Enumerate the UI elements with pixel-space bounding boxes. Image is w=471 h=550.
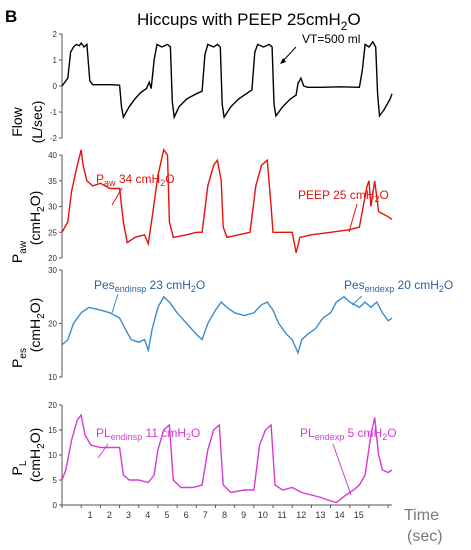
pl-ylabel: PL <box>9 460 29 475</box>
flow-panel: Flow (L/sec) -2 -1 0 1 2 VT=500 ml <box>9 30 393 144</box>
x-tick-label: 13 <box>315 510 325 520</box>
paw-y-axis: 20 25 30 35 40 <box>48 151 63 263</box>
pl-arrow-endinsp <box>97 443 109 459</box>
x-tick-label: 1 <box>88 510 93 520</box>
paw-panel: Paw (cmH2O) 20 25 30 35 40 Paw 34 cmH2O PEEP… <box>9 148 393 263</box>
pl-y-tick-label: 0 <box>53 501 58 510</box>
pes-y-tick-label: 30 <box>48 266 57 275</box>
pl-y-tick-label: 15 <box>48 426 57 435</box>
x-tick-label: 15 <box>354 510 364 520</box>
paw-y-tick-label: 30 <box>48 203 57 212</box>
paw-y-tick-label: 40 <box>48 151 57 160</box>
paw-y-tick-label: 35 <box>48 177 57 186</box>
flow-y-tick-label: 0 <box>53 82 58 91</box>
pes-ylabel-unit: (cmH2O) <box>27 298 47 353</box>
paw-ylabel: Paw <box>9 240 29 263</box>
pes-y-tick-label: 10 <box>48 373 57 382</box>
pl-y-axis: 0 5 10 15 20 <box>48 401 63 510</box>
pl-y-tick-label: 20 <box>48 401 57 410</box>
paw-annotation-plateau: Paw 34 cmH2O <box>96 172 175 188</box>
x-tick-label: 11 <box>277 510 286 520</box>
pes-annotation-endexp: Pesendexp 20 cmH2O <box>344 278 453 294</box>
x-tick-label: 10 <box>258 510 268 520</box>
time-x-axis: 1 2 3 4 5 6 7 8 9 10 11 12 13 14 15 <box>61 504 392 520</box>
pl-y-tick-label: 10 <box>48 451 57 460</box>
pl-y-tick-label: 5 <box>53 476 58 485</box>
vt-arrow <box>281 46 297 63</box>
flow-y-tick-label: 1 <box>53 56 58 65</box>
flow-y-tick-label: 2 <box>53 30 58 39</box>
flow-ylabel: Flow <box>9 106 25 136</box>
paw-ylabel-unit: (cmH2O) <box>27 191 47 246</box>
paw-annotation-peep: PEEP 25 cmH2O <box>298 188 389 204</box>
time-label: Time <box>404 507 439 524</box>
panel-letter: B <box>5 7 17 26</box>
pl-annotation-endinsp: PLendinsp 11 cmH2O <box>96 426 200 442</box>
x-tick-label: 12 <box>296 510 306 520</box>
x-tick-label: 6 <box>184 510 189 520</box>
pes-ylabel: Pes <box>9 348 29 368</box>
x-tick-label: 5 <box>164 510 169 520</box>
flow-y-axis: -2 -1 0 1 2 <box>50 30 63 143</box>
x-tick-label: 7 <box>203 510 208 520</box>
x-tick-label: 14 <box>335 510 345 520</box>
pes-panel: Pes (cmH2O) 10 20 30 Pesendinsp 23 cmH2O P… <box>9 266 453 382</box>
flow-ylabel-unit: (L/sec) <box>29 101 45 144</box>
pes-arrow-endexp <box>351 295 363 306</box>
pes-series-line <box>61 295 393 355</box>
figure-title: Hiccups with PEEP 25cmH2O <box>137 10 361 33</box>
x-tick-label: 4 <box>145 510 150 520</box>
x-tick-label: 9 <box>241 510 246 520</box>
flow-y-tick-label: -2 <box>50 134 58 143</box>
paw-y-tick-label: 25 <box>48 228 57 237</box>
vt-arrowhead <box>280 58 286 64</box>
x-tick-label: 2 <box>107 510 112 520</box>
flow-y-tick-label: -1 <box>50 108 58 117</box>
pes-y-axis: 10 20 30 <box>48 266 63 382</box>
pes-annotation-endinsp: Pesendinsp 23 cmH2O <box>94 278 205 294</box>
paw-y-tick-label: 20 <box>48 254 57 263</box>
x-tick-label: 3 <box>126 510 131 520</box>
pl-series-line <box>61 413 393 504</box>
paw-arrow-plateau <box>111 187 123 206</box>
vt-annotation: VT=500 ml <box>302 32 360 46</box>
pes-y-tick-label: 20 <box>48 320 57 329</box>
flow-series-line <box>61 40 393 120</box>
paw-arrow-peep <box>348 203 358 233</box>
pl-arrow-endexp <box>332 443 352 496</box>
x-tick-label: 8 <box>222 510 227 520</box>
pl-annotation-endexp: PLendexp 5 cmH2O <box>300 426 397 442</box>
pl-ylabel-unit: (cmH2O) <box>27 428 47 483</box>
paw-series-line <box>61 148 393 253</box>
pes-arrow-endinsp <box>111 293 119 314</box>
time-unit: (sec) <box>407 528 443 545</box>
